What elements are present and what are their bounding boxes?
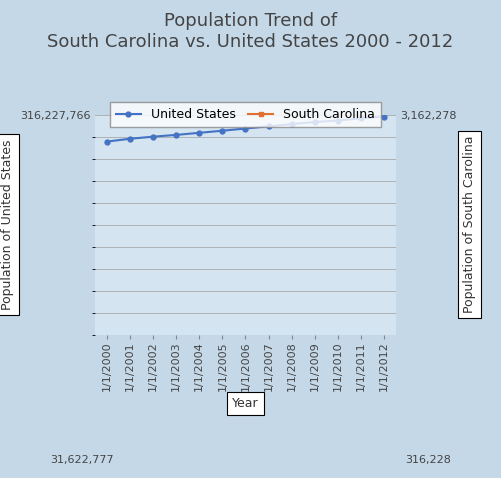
South Carolina [335,0,341,5]
Text: Population Trend of
South Carolina vs. United States 2000 - 2012: Population Trend of South Carolina vs. U… [48,12,453,51]
Y-axis label: Population of South Carolina: Population of South Carolina [463,136,476,314]
Line: United States: United States [104,114,387,144]
South Carolina [242,22,248,28]
United States [173,132,179,138]
United States [219,128,225,133]
United States [289,121,295,127]
United States [196,130,202,136]
Line: South Carolina: South Carolina [104,0,387,52]
South Carolina [150,39,156,44]
United States [242,126,248,131]
United States [104,139,110,144]
United States [127,136,133,141]
South Carolina [266,16,272,22]
Text: 316,228: 316,228 [405,455,451,465]
South Carolina [312,4,318,10]
Legend: United States, South Carolina: United States, South Carolina [110,102,381,127]
South Carolina [104,46,110,52]
South Carolina [289,10,295,16]
United States [312,119,318,125]
Y-axis label: Population of United States: Population of United States [1,140,14,310]
South Carolina [219,27,225,33]
United States [266,123,272,129]
South Carolina [196,32,202,38]
X-axis label: Year: Year [232,397,259,410]
United States [335,118,341,123]
South Carolina [173,36,179,42]
South Carolina [127,42,133,48]
United States [358,115,364,121]
Text: 31,622,777: 31,622,777 [50,455,114,465]
United States [150,134,156,140]
United States [381,114,387,120]
